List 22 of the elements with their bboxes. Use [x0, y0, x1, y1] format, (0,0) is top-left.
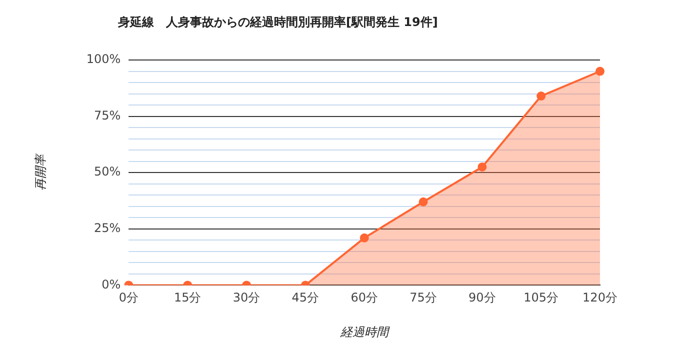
- y-tick-label: 25%: [94, 221, 121, 236]
- x-tick-label: 120分: [582, 290, 618, 305]
- point: [478, 162, 487, 172]
- point: [418, 197, 428, 206]
- x-tick-label: 75分: [410, 290, 437, 305]
- x-tick-label: 90分: [468, 290, 496, 305]
- x-tick-label: 30分: [232, 290, 260, 305]
- y-axis-title: 再開率: [33, 152, 48, 191]
- x-tick-label: 0分: [118, 290, 139, 305]
- x-axis-title: 経過時間: [339, 324, 390, 339]
- point: [596, 66, 604, 76]
- y-tick-label: 50%: [94, 164, 121, 179]
- x-tick-label: 105分: [524, 290, 559, 305]
- y-tick-label: 75%: [94, 108, 121, 122]
- x-tick-label: 60分: [350, 290, 378, 305]
- point: [360, 233, 369, 242]
- y-tick-label: 100%: [86, 52, 121, 66]
- chart-title: 身延線 人身事故からの経過時間別再開率[駅間発生 19件]: [118, 14, 438, 31]
- x-tick-label: 15分: [174, 290, 202, 305]
- y-tick-label: 0%: [102, 277, 121, 292]
- x-tick-label: 45分: [292, 290, 320, 305]
- point: [536, 92, 546, 101]
